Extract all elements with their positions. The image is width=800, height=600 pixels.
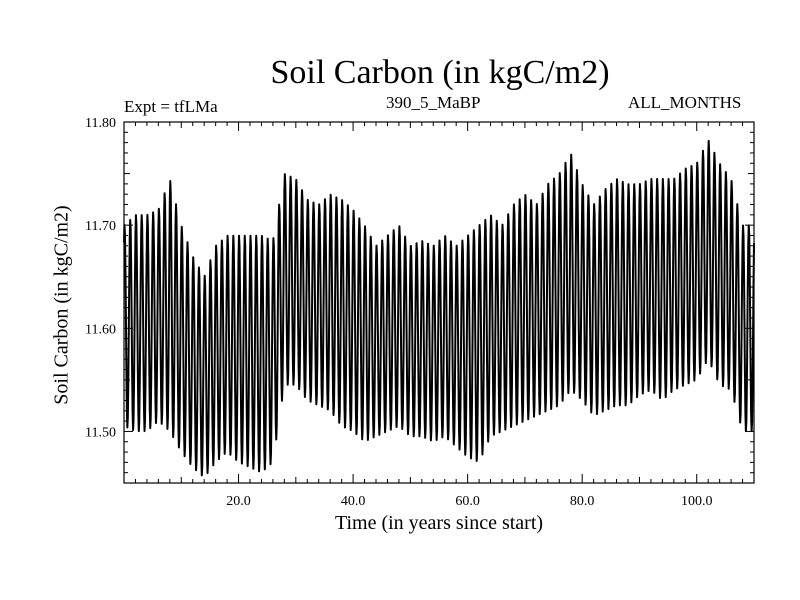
y-tick-label: 11.70 [85,219,116,234]
chart-subtitle: 390_5_MaBP [386,93,481,112]
ticks-layer: 20.0 40.0 60.0 80.0 100.0 11.50 11.60 11.70 11.8… [85,116,754,509]
x-axis-label: Time (in years since start) [334,512,544,534]
x-tick-label: 80.0 [570,494,595,509]
experiment-label: Expt = tfLMa [124,97,218,116]
y-tick-label: 11.60 [85,322,116,337]
series-line-soil-carbon [123,139,755,477]
y-tick-label: 11.80 [85,116,116,131]
chart-title: Soil Carbon (in kgC/m2) [270,54,610,91]
x-tick-label: 20.0 [226,494,251,509]
x-tick-label: 100.0 [681,494,713,509]
x-tick-label: 40.0 [341,494,366,509]
plot-frame [123,121,755,484]
series-layer [123,139,755,477]
x-tick-label: 60.0 [455,494,480,509]
months-label: ALL_MONTHS [628,93,742,112]
y-tick-label: 11.50 [85,425,116,440]
